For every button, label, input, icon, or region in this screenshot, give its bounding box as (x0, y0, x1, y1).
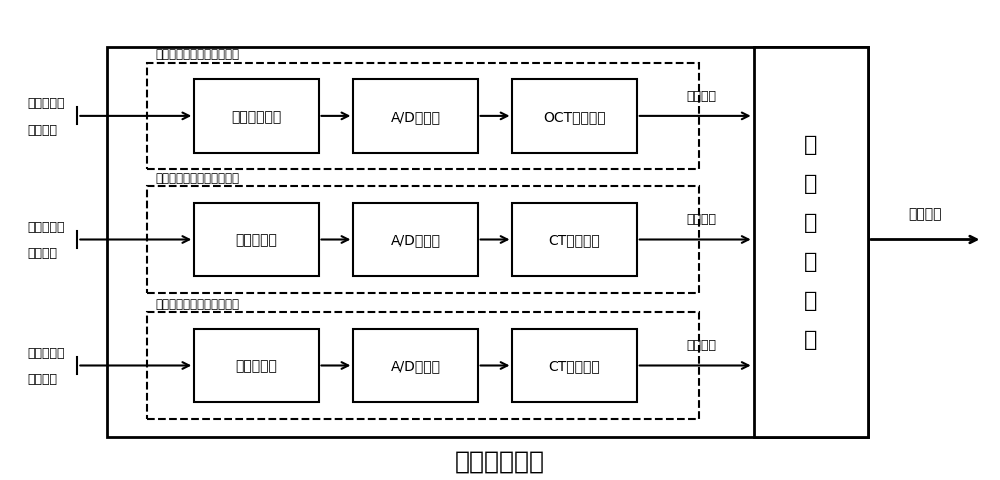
Text: 来自二次侧: 来自二次侧 (28, 346, 65, 359)
Bar (147, 313, 699, 419)
Text: CT处理单元: CT处理单元 (549, 359, 600, 372)
Text: 处: 处 (804, 213, 817, 233)
Text: 电磁式电流互感器处理回路: 电磁式电流互感器处理回路 (155, 172, 239, 185)
Bar (353, 329, 478, 403)
Text: 光信号探测器: 光信号探测器 (231, 109, 281, 124)
Bar (194, 203, 319, 277)
Bar (107, 48, 868, 437)
Text: 来自一次侧: 来自一次侧 (28, 97, 65, 110)
Text: 跳闸出口: 跳闸出口 (908, 207, 942, 221)
Text: 元: 元 (804, 330, 817, 349)
Bar (512, 329, 637, 403)
Text: 电流传感器: 电流传感器 (235, 359, 277, 372)
Text: 通讯接口: 通讯接口 (686, 213, 716, 226)
Text: 来自一次侧: 来自一次侧 (28, 220, 65, 233)
Text: 保: 保 (804, 135, 817, 155)
Text: 单: 单 (804, 291, 817, 311)
Bar (353, 203, 478, 277)
Bar (512, 203, 637, 277)
Bar (754, 48, 868, 437)
Bar (512, 80, 637, 154)
Text: 全光纤电流互感器处理回路: 全光纤电流互感器处理回路 (155, 48, 239, 61)
Text: A/D转换器: A/D转换器 (390, 109, 440, 124)
Text: 电磁式电流互感器处理回路: 电磁式电流互感器处理回路 (155, 298, 239, 311)
Text: CT处理单元: CT处理单元 (549, 233, 600, 247)
Text: 单元电缆: 单元电缆 (28, 372, 58, 385)
Text: 单元电缆: 单元电缆 (28, 247, 58, 260)
Text: 理: 理 (804, 252, 817, 272)
Bar (194, 329, 319, 403)
Bar (194, 80, 319, 154)
Text: 单元光纤: 单元光纤 (28, 123, 58, 136)
Text: 通讯接口: 通讯接口 (686, 338, 716, 351)
Text: A/D转换器: A/D转换器 (390, 233, 440, 247)
Text: OCT处理单元: OCT处理单元 (543, 109, 606, 124)
Bar (353, 80, 478, 154)
Text: A/D转换器: A/D转换器 (390, 359, 440, 372)
Text: 二次保护单元: 二次保护单元 (455, 449, 545, 473)
Bar (147, 64, 699, 169)
Text: 通讯接口: 通讯接口 (686, 89, 716, 102)
Bar (147, 187, 699, 293)
Text: 电流传感器: 电流传感器 (235, 233, 277, 247)
Text: 护: 护 (804, 174, 817, 194)
